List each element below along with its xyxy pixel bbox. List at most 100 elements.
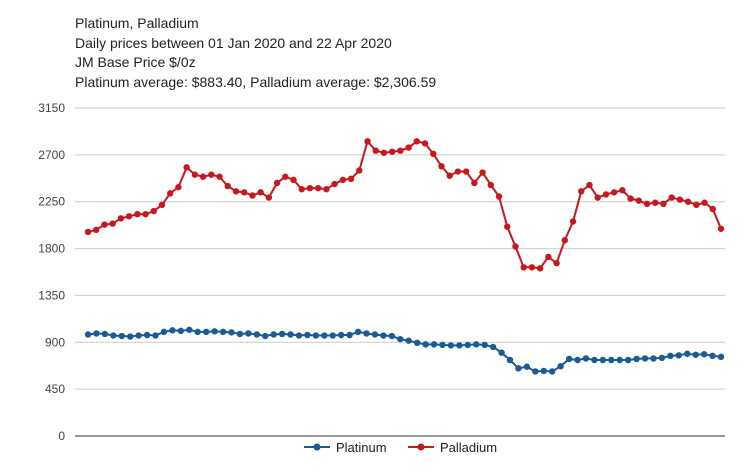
platinum-point[interactable] xyxy=(675,352,682,359)
palladium-point[interactable] xyxy=(101,221,108,228)
platinum-point[interactable] xyxy=(135,332,142,339)
palladium-point[interactable] xyxy=(561,237,569,244)
platinum-point[interactable] xyxy=(338,331,345,339)
palladium-point[interactable] xyxy=(421,140,429,147)
platinum-point[interactable] xyxy=(202,328,210,336)
palladium-point[interactable] xyxy=(372,147,379,154)
legend-item-platinum[interactable]: Platinum xyxy=(304,440,387,455)
platinum-point[interactable] xyxy=(127,333,134,340)
platinum-point[interactable] xyxy=(532,368,539,375)
platinum-point[interactable] xyxy=(219,328,227,336)
platinum-point[interactable] xyxy=(118,332,125,340)
platinum-point[interactable] xyxy=(717,353,725,361)
palladium-point[interactable] xyxy=(331,180,338,188)
palladium-point[interactable] xyxy=(512,243,519,250)
palladium-point[interactable] xyxy=(405,144,412,151)
platinum-point[interactable] xyxy=(312,332,320,339)
palladium-point[interactable] xyxy=(709,205,716,213)
palladium-point[interactable] xyxy=(93,226,100,234)
palladium-point[interactable] xyxy=(150,207,157,215)
platinum-point[interactable] xyxy=(515,365,522,372)
palladium-point[interactable] xyxy=(273,179,281,187)
palladium-point[interactable] xyxy=(471,179,478,187)
platinum-point[interactable] xyxy=(684,350,691,357)
platinum-point[interactable] xyxy=(287,331,294,338)
palladium-point[interactable] xyxy=(224,182,231,190)
platinum-point[interactable] xyxy=(422,341,429,348)
platinum-point[interactable] xyxy=(557,363,564,370)
palladium-point[interactable] xyxy=(199,173,207,180)
platinum-point[interactable] xyxy=(523,363,531,370)
platinum-point[interactable] xyxy=(388,332,396,340)
palladium-point[interactable] xyxy=(356,167,363,174)
platinum-point[interactable] xyxy=(447,342,455,349)
palladium-point[interactable] xyxy=(430,150,437,158)
platinum-point[interactable] xyxy=(641,355,649,362)
palladium-point[interactable] xyxy=(684,198,692,205)
palladium-point[interactable] xyxy=(117,215,125,222)
palladium-point[interactable] xyxy=(339,176,347,184)
palladium-point[interactable] xyxy=(717,225,725,232)
platinum-point[interactable] xyxy=(650,355,657,362)
palladium-point[interactable] xyxy=(183,164,190,171)
palladium-point[interactable] xyxy=(438,163,445,170)
platinum-point[interactable] xyxy=(624,356,632,364)
platinum-point[interactable] xyxy=(270,331,277,338)
palladium-point[interactable] xyxy=(347,175,355,183)
platinum-point[interactable] xyxy=(186,326,193,333)
platinum-point[interactable] xyxy=(101,330,109,338)
palladium-point[interactable] xyxy=(619,187,626,194)
platinum-point[interactable] xyxy=(700,351,708,358)
platinum-point[interactable] xyxy=(413,339,421,347)
platinum-point[interactable] xyxy=(658,354,666,362)
palladium-point[interactable] xyxy=(520,264,527,271)
platinum-point[interactable] xyxy=(464,341,471,349)
platinum-point[interactable] xyxy=(540,367,547,375)
palladium-point[interactable] xyxy=(323,186,330,193)
palladium-point[interactable] xyxy=(553,259,560,267)
platinum-point[interactable] xyxy=(473,341,480,348)
palladium-point[interactable] xyxy=(84,228,92,236)
palladium-point[interactable] xyxy=(602,191,610,198)
platinum-point[interactable] xyxy=(498,349,505,356)
palladium-point[interactable] xyxy=(282,173,289,180)
palladium-point[interactable] xyxy=(265,194,273,201)
platinum-point[interactable] xyxy=(363,330,370,337)
palladium-point[interactable] xyxy=(249,192,256,199)
platinum-point[interactable] xyxy=(143,331,151,339)
palladium-point[interactable] xyxy=(314,184,322,192)
palladium-point[interactable] xyxy=(134,211,141,218)
palladium-point[interactable] xyxy=(109,220,116,227)
palladium-point[interactable] xyxy=(175,183,182,191)
platinum-point[interactable] xyxy=(194,328,201,336)
platinum-point[interactable] xyxy=(228,329,235,336)
legend-item-palladium[interactable]: Palladium xyxy=(408,440,497,455)
platinum-point[interactable] xyxy=(506,356,514,364)
palladium-point[interactable] xyxy=(388,148,396,155)
palladium-point[interactable] xyxy=(142,211,149,218)
platinum-point[interactable] xyxy=(709,352,716,360)
palladium-point[interactable] xyxy=(660,200,667,207)
platinum-point[interactable] xyxy=(346,331,353,339)
palladium-point[interactable] xyxy=(536,265,544,272)
platinum-point[interactable] xyxy=(321,332,328,339)
palladium-point[interactable] xyxy=(380,149,388,156)
platinum-point[interactable] xyxy=(253,331,260,338)
palladium-point[interactable] xyxy=(569,218,577,225)
platinum-point[interactable] xyxy=(667,352,674,360)
palladium-point[interactable] xyxy=(462,168,470,175)
palladium-point[interactable] xyxy=(208,171,215,178)
palladium-point[interactable] xyxy=(397,147,404,154)
palladium-point[interactable] xyxy=(495,193,503,200)
palladium-point[interactable] xyxy=(693,201,700,209)
platinum-point[interactable] xyxy=(549,368,556,375)
palladium-point[interactable] xyxy=(298,186,305,193)
platinum-point[interactable] xyxy=(489,343,497,351)
platinum-point[interactable] xyxy=(93,330,100,337)
platinum-point[interactable] xyxy=(599,356,607,364)
platinum-point[interactable] xyxy=(439,341,446,349)
platinum-point[interactable] xyxy=(152,332,159,339)
palladium-point[interactable] xyxy=(167,190,174,197)
palladium-point[interactable] xyxy=(578,188,585,195)
palladium-point[interactable] xyxy=(635,197,642,204)
